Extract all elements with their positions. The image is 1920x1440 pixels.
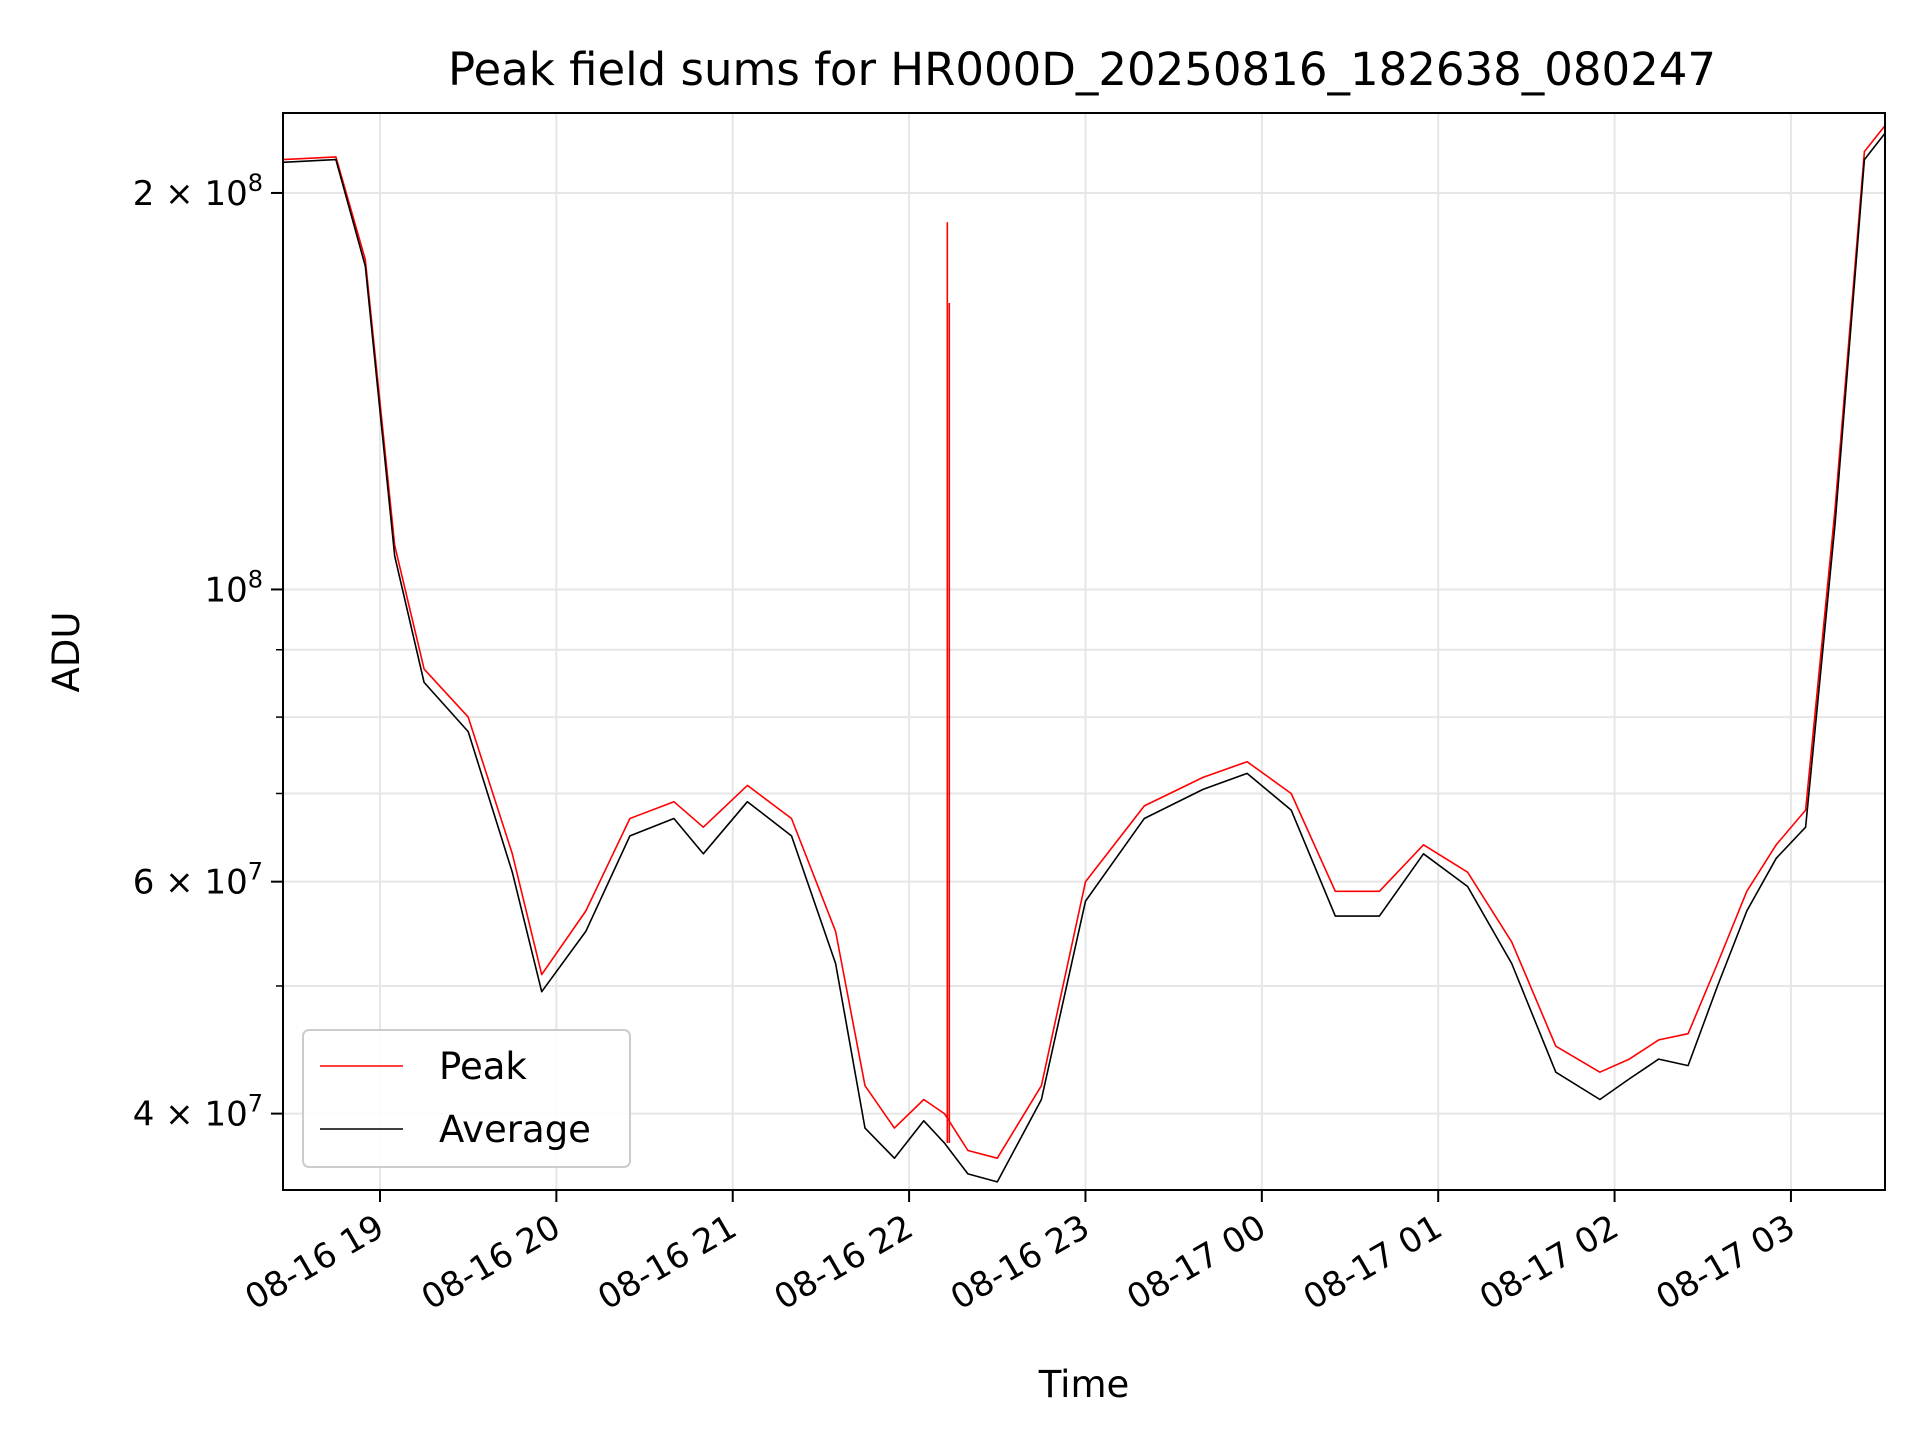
y-tick-label: 2 × 108 bbox=[133, 169, 263, 214]
y-tick-label: 108 bbox=[204, 565, 263, 610]
chart-title: Peak field sums for HR000D_20250816_1826… bbox=[448, 43, 1716, 96]
series-line-peak bbox=[282, 125, 1886, 1159]
y-axis: 4 × 107 6 × 107 108 2 × 108 bbox=[133, 169, 283, 1135]
x-axis-label: Time bbox=[1038, 1363, 1130, 1406]
legend-box bbox=[302, 1029, 631, 1168]
y-axis-label: ADU bbox=[45, 612, 88, 693]
y-tick-label: 4 × 107 bbox=[133, 1090, 263, 1135]
y-tick-label: 6 × 107 bbox=[133, 858, 263, 903]
legend: Peak Average bbox=[302, 1029, 631, 1168]
grid bbox=[283, 113, 1885, 1190]
series-layer bbox=[282, 125, 1886, 1183]
plot-frame bbox=[282, 112, 1886, 1191]
series-line-average bbox=[282, 132, 1886, 1183]
legend-label-average: Average bbox=[439, 1108, 591, 1151]
legend-label-peak: Peak bbox=[439, 1045, 527, 1088]
